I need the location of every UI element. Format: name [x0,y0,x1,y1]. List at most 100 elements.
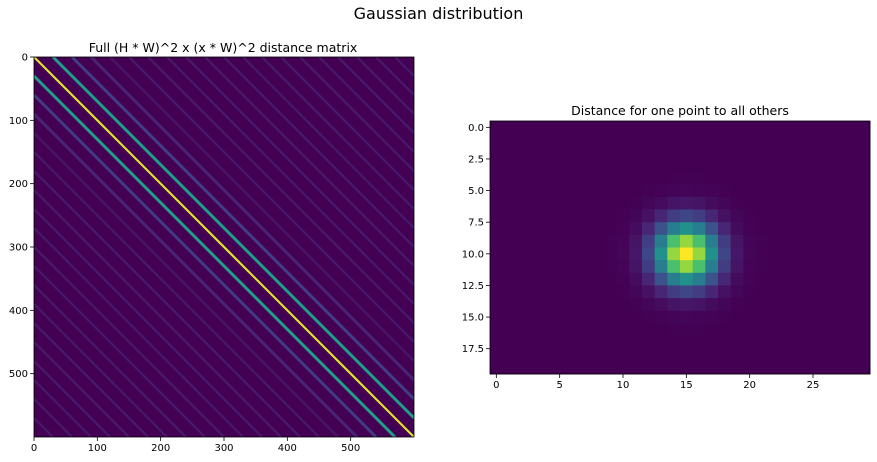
heatmap-cell [743,348,757,362]
heatmap-cell [756,171,770,185]
heatmap-cell [819,184,833,198]
heatmap-cell [616,171,630,185]
heatmap-cell [705,298,719,312]
heatmap-cell [832,285,846,299]
heatmap-cell [794,171,808,185]
heatmap-cell [591,260,605,274]
heatmap-cell [490,146,504,160]
heatmap-cell [553,361,567,375]
heatmap-cell [616,222,630,236]
heatmap-cell [844,209,858,223]
heatmap-cell [667,323,681,337]
heatmap-cell [806,361,820,375]
faint-diagonal-band [299,57,414,172]
right-x-tick-label: 15 [680,380,693,391]
heatmap-cell [743,184,757,198]
faint-diagonal-band [34,189,282,437]
heatmap-cell [718,184,732,198]
heatmap-cell [604,310,618,324]
heatmap-cell [578,310,592,324]
heatmap-cell [616,285,630,299]
faint-diagonal-band [34,398,73,437]
heatmap-cell [629,171,643,185]
heatmap-cell [604,323,618,337]
heatmap-cell [654,184,668,198]
right-x-tick-label: 10 [617,380,630,391]
heatmap-cell [616,209,630,223]
heatmap-cell [629,310,643,324]
heatmap-cell [490,121,504,135]
heatmap-cell [718,336,732,350]
heatmap-cell [654,348,668,362]
heatmap-cell [591,133,605,147]
heatmap-cell [844,196,858,210]
heatmap-cell [604,133,618,147]
heatmap-cell [832,184,846,198]
heatmap-cell [781,348,795,362]
heatmap-cell [756,260,770,274]
heatmap-cell [604,121,618,135]
heatmap-cell [794,222,808,236]
heatmap-cell [629,247,643,261]
heatmap-cell [692,336,706,350]
heatmap-cell [642,234,656,248]
heatmap-cell [794,298,808,312]
heatmap-cell [540,298,554,312]
heatmap-cell [844,234,858,248]
heatmap-cell [680,121,694,135]
heatmap-cell [528,133,542,147]
heatmap-cell [718,196,732,210]
left-heatmap-bands [34,57,414,437]
heatmap-cell [502,209,516,223]
left-plot-title: Full (H * W)^2 x (x * W)^2 distance matr… [89,40,358,55]
heatmap-cell [578,234,592,248]
heatmap-cell [566,298,580,312]
heatmap-cell [553,196,567,210]
heatmap-cell [490,234,504,248]
heatmap-cell [680,133,694,147]
heatmap-cell [515,272,529,286]
heatmap-cell [642,272,656,286]
diagonal-band [34,93,378,437]
heatmap-cell [806,348,820,362]
heatmap-cell [794,184,808,198]
heatmap-cell [654,222,668,236]
heatmap-cell [578,272,592,286]
heatmap-cell [806,310,820,324]
heatmap-cell [743,247,757,261]
heatmap-cell [768,171,782,185]
heatmap-cell [540,247,554,261]
heatmap-cell [490,158,504,172]
heatmap-cell [730,247,744,261]
heatmap-cell [616,361,630,375]
heatmap-cell [490,184,504,198]
heatmap-cell [490,133,504,147]
heatmap-cell [794,133,808,147]
heatmap-cell [705,336,719,350]
heatmap-cell [781,298,795,312]
heatmap-cell [667,260,681,274]
heatmap-cell [578,184,592,198]
heatmap-cell [705,247,719,261]
heatmap-cell [553,247,567,261]
heatmap-cell [616,260,630,274]
heatmap-cell [806,158,820,172]
heatmap-cell [832,209,846,223]
heatmap-cell [566,247,580,261]
heatmap-cell [781,285,795,299]
heatmap-cell [832,196,846,210]
heatmap-cell [604,260,618,274]
heatmap-cell [604,196,618,210]
heatmap-cell [642,348,656,362]
heatmap-cell [490,361,504,375]
heatmap-cell [768,196,782,210]
heatmap-cell [705,196,719,210]
heatmap-cell [566,171,580,185]
faint-diagonal-band [375,57,414,96]
heatmap-cell [566,158,580,172]
right-y-tick-label: 17.5 [462,344,484,355]
heatmap-cell [654,146,668,160]
heatmap-cell [756,285,770,299]
heatmap-cell [553,184,567,198]
heatmap-cell [718,171,732,185]
